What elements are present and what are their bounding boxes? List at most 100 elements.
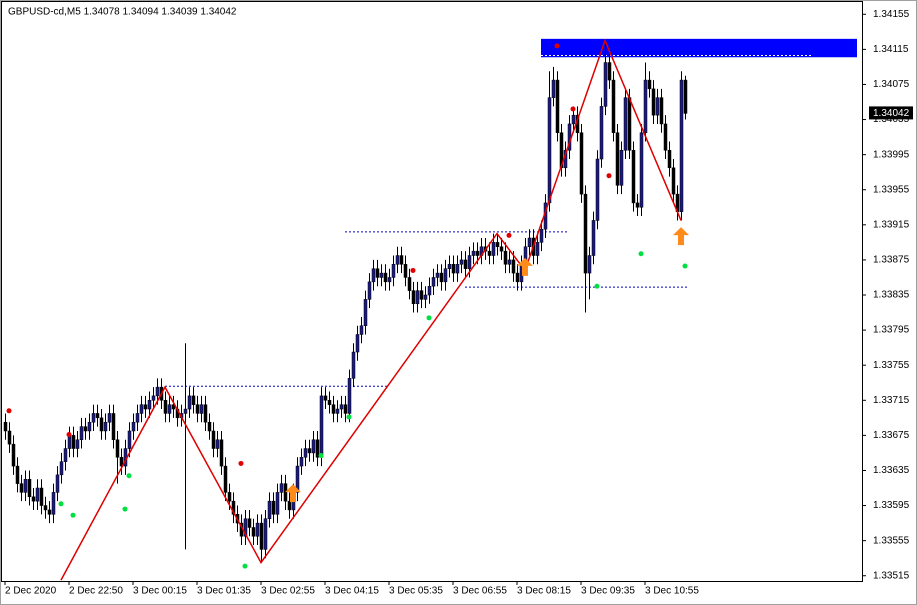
candle-body [203,404,208,423]
candle-body [499,246,504,252]
candle-body [263,518,268,550]
signal-dot [238,460,244,466]
candle-body [27,478,32,498]
candle-body [579,132,584,195]
candle-body [647,79,652,90]
y-tick-label: 1.33635 [873,465,910,476]
y-tick-label: 1.34075 [873,79,910,90]
candle-body [599,106,604,160]
candle-body [11,443,16,467]
y-tick-label: 1.33955 [873,184,910,195]
candle-body [339,404,344,410]
candle-body [627,97,632,151]
candle-body [31,496,36,502]
candle-body [7,430,12,445]
candle-body [379,272,384,278]
candle-body [367,281,372,300]
x-tick-label: 3 Dec 06:55 [453,586,507,597]
candle-body [3,421,8,432]
y-tick-label: 1.33835 [873,290,910,301]
candle-body [91,413,96,423]
candle-body [375,268,380,278]
candle-body [187,395,192,410]
candle-body [211,430,216,449]
candle-body [267,500,272,519]
candle-body [391,264,396,278]
candle-body [311,439,316,454]
candle-body [191,395,196,405]
candle-body [539,228,544,243]
candle-body [511,259,516,274]
signal-arrow [285,484,301,503]
candle-body [411,290,416,305]
candle-body [195,404,200,414]
candle-body [259,522,264,550]
candle-body [467,255,472,269]
signal-dot [126,473,132,479]
signal-arrow [517,257,533,276]
signal-dot [570,106,576,112]
candle-body [47,509,52,515]
candle-body [351,351,356,379]
candle-body [299,457,304,467]
candle-body [111,413,116,441]
price-label-box [869,106,913,120]
signal-dot [682,263,688,269]
signal-dot [554,43,560,49]
candle-body [655,97,660,116]
candle-body [331,404,336,414]
candle-body [279,483,284,493]
x-tick-label: 3 Dec 05:35 [389,586,443,597]
candle-body [443,268,448,283]
candle-body [427,285,432,296]
candle-body [435,272,440,278]
candle-body [667,150,672,169]
candle-body [243,518,248,537]
candle-body [515,272,520,283]
candle-body [99,417,104,432]
candle-body [119,457,124,467]
candle-body [571,114,576,125]
candle-body [535,242,540,256]
x-tick-label: 3 Dec 02:55 [261,586,315,597]
signal-dot [70,512,76,518]
candle-body [63,448,68,462]
candle-body [71,435,76,449]
y-tick-label: 1.33915 [873,219,910,230]
candle-body [451,264,456,274]
y-tick-label: 1.34155 [873,9,910,20]
candle-body [155,386,160,397]
candle-body [359,325,364,335]
candle-body [355,334,360,353]
x-tick-label: 2 Dec 22:50 [69,586,123,597]
candle-body [23,478,28,493]
candle-body [67,435,72,449]
candle-body [683,79,688,114]
candle-body [551,79,556,98]
zone [541,38,857,58]
candle-body [635,202,640,208]
candle-body [619,150,624,186]
candle-body [247,518,252,528]
candle-body [583,193,588,274]
candle-body [327,400,332,405]
candle-body [555,79,560,133]
candle-body [407,277,412,291]
y-tick-label: 1.33595 [873,500,910,511]
signal-dot [346,414,352,420]
candle-body [603,62,608,107]
candle-body [371,268,376,283]
candle-body [455,264,460,274]
candle-body [471,250,476,256]
candle-body [163,400,168,414]
candle-body [95,413,100,419]
candle-body [251,527,256,537]
x-tick-label: 3 Dec 09:35 [581,586,635,597]
candle-body [607,62,612,81]
candle-body [231,500,236,515]
signal-dot [66,431,72,437]
signal-dot [506,232,512,238]
candle-body [639,132,644,208]
candle-body [139,404,144,414]
signal-dot [58,501,64,507]
